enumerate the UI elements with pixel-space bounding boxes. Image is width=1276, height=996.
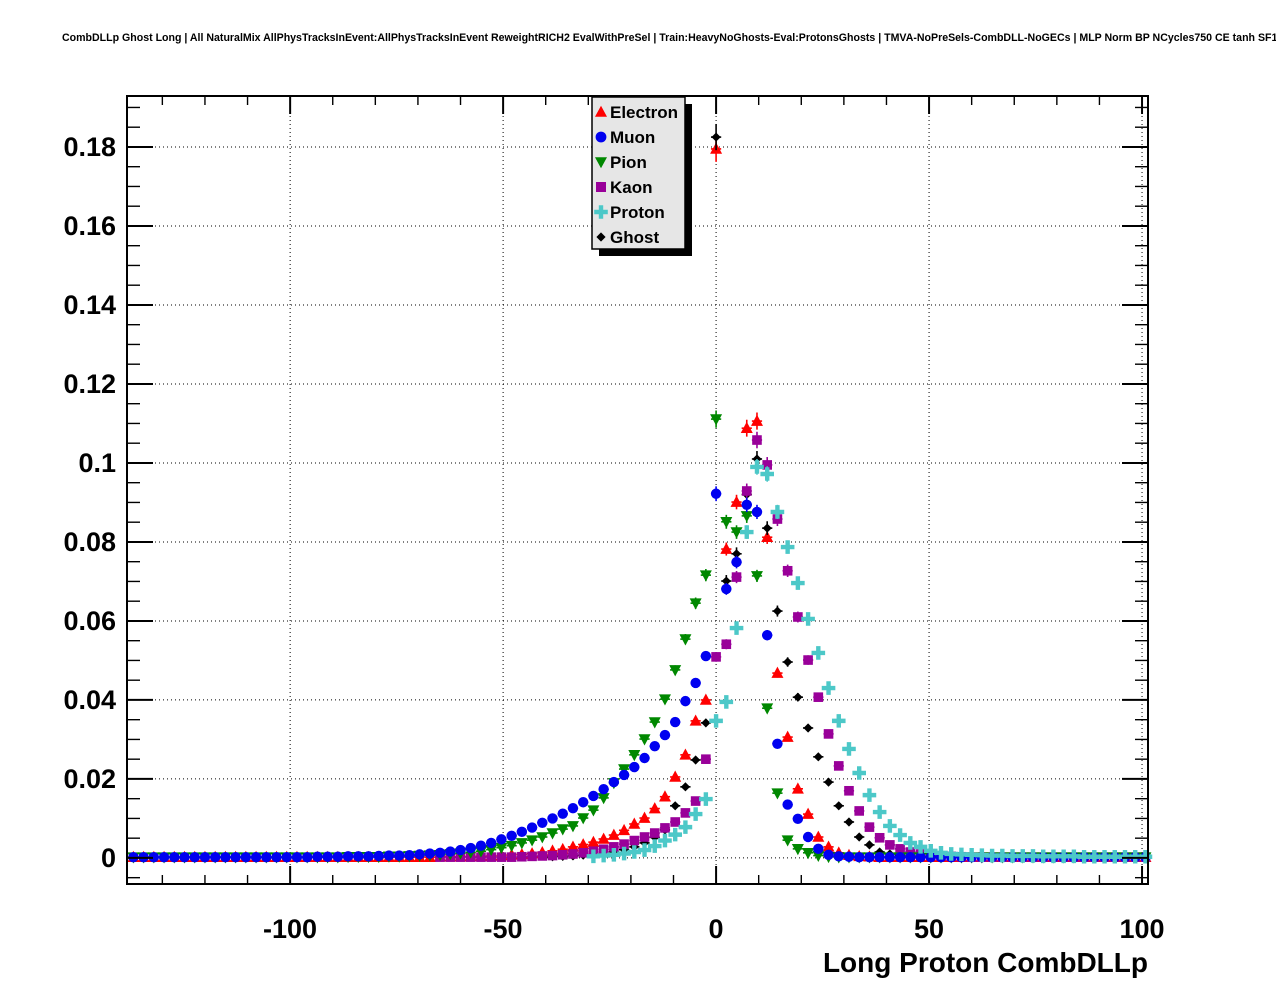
muon-marker-icon — [595, 131, 607, 143]
legend-item-ghost: Ghost — [610, 228, 659, 247]
plot-frame — [126, 95, 1149, 885]
y-tick-label: 0.08 — [63, 527, 116, 557]
y-tick-label: 0.04 — [63, 685, 116, 715]
legend: Electron Muon Pion Kaon Proton Ghost — [591, 96, 692, 256]
y-tick-label: 0.12 — [63, 369, 116, 399]
page-title: CombDLLp Ghost Long | All NaturalMix All… — [62, 32, 1276, 44]
y-tick-label: 0.16 — [63, 211, 116, 241]
x-tick-label: 100 — [1119, 914, 1164, 944]
x-tick-label: 50 — [914, 914, 944, 944]
series-kaon — [434, 431, 1151, 862]
legend-item-muon: Muon — [610, 128, 655, 147]
kaon-marker-icon — [596, 182, 606, 192]
axis-ticks — [127, 96, 1148, 884]
series-muon — [128, 486, 1151, 863]
legend-item-pion: Pion — [610, 153, 647, 172]
proton-marker-icon — [594, 205, 608, 219]
y-tick-label: 0.1 — [78, 448, 116, 478]
data-series-layer — [127, 123, 1153, 864]
ghost-marker-icon — [596, 232, 606, 242]
x-tick-label: -50 — [483, 914, 522, 944]
pion-marker-icon — [595, 157, 607, 169]
legend-box — [591, 96, 686, 250]
x-tick-label: 0 — [708, 914, 723, 944]
x-axis-tick-labels: -100 -50 0 50 100 — [263, 914, 1165, 944]
legend-item-kaon: Kaon — [610, 178, 653, 197]
legend-item-proton: Proton — [610, 203, 665, 222]
x-axis-title: Long Proton CombDLLp — [823, 947, 1148, 978]
y-tick-label: 0.02 — [63, 764, 116, 794]
gridlines — [127, 96, 1148, 884]
legend-item-electron: Electron — [610, 103, 678, 122]
y-axis-tick-labels: 0.18 0.16 0.14 0.12 0.1 0.08 0.06 0.04 0… — [63, 132, 116, 873]
x-tick-label: -100 — [263, 914, 317, 944]
y-tick-label: 0.06 — [63, 606, 116, 636]
electron-marker-icon — [595, 105, 607, 117]
y-tick-label: 0.14 — [63, 290, 116, 320]
series-pion — [127, 410, 1152, 864]
series-proton — [586, 459, 1153, 864]
y-tick-label: 0.18 — [63, 132, 116, 162]
y-tick-label: 0 — [101, 843, 116, 873]
